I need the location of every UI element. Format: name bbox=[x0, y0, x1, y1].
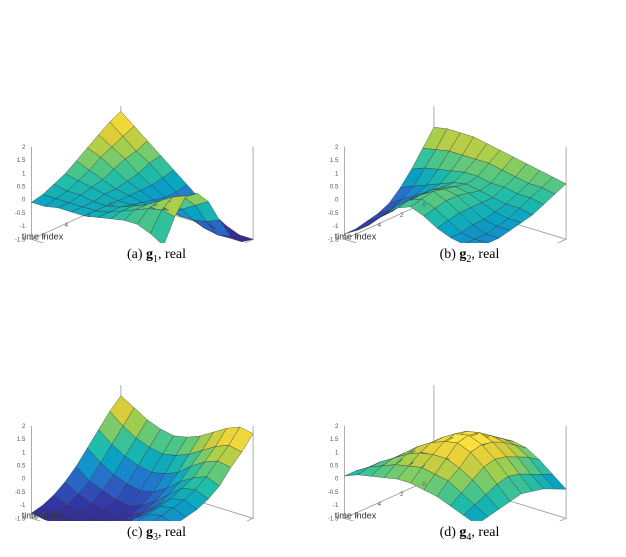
caption-b-prefix: (b) bbox=[440, 247, 460, 262]
svg-text:1: 1 bbox=[22, 170, 26, 177]
svg-text:-0.5: -0.5 bbox=[328, 489, 339, 496]
svg-text:0.5: 0.5 bbox=[17, 462, 26, 469]
svg-text:0.5: 0.5 bbox=[17, 183, 26, 190]
surf-svg: -1.5-1-0.500.511.52024681002468freq. ind… bbox=[4, 4, 309, 243]
svg-text:-0.5: -0.5 bbox=[15, 489, 26, 496]
surf-plot-g1: -1.5-1-0.500.511.52024681002468freq. ind… bbox=[4, 4, 309, 243]
svg-text:-0.5: -0.5 bbox=[328, 210, 339, 217]
svg-text:1: 1 bbox=[22, 449, 26, 456]
caption-a-suffix: , real bbox=[158, 247, 186, 262]
svg-text:1.5: 1.5 bbox=[17, 436, 26, 443]
svg-text:0: 0 bbox=[335, 475, 339, 482]
svg-text:2: 2 bbox=[400, 212, 404, 219]
svg-text:0: 0 bbox=[22, 475, 26, 482]
svg-text:1.5: 1.5 bbox=[330, 436, 339, 443]
svg-text:2: 2 bbox=[400, 491, 404, 498]
svg-text:time index: time index bbox=[335, 510, 377, 520]
svg-text:-1: -1 bbox=[333, 502, 339, 509]
caption-d: (d) g4, real bbox=[440, 521, 500, 553]
caption-a-prefix: (a) bbox=[127, 247, 146, 262]
caption-c-symbol: g bbox=[146, 525, 153, 540]
svg-text:-1: -1 bbox=[20, 223, 26, 230]
svg-text:4: 4 bbox=[65, 501, 69, 508]
svg-text:4: 4 bbox=[65, 222, 69, 229]
svg-text:0: 0 bbox=[109, 202, 113, 209]
surf-svg: -1.5-1-0.500.511.52024681002468freq. ind… bbox=[317, 4, 622, 243]
caption-d-suffix: , real bbox=[471, 525, 499, 540]
svg-text:0.5: 0.5 bbox=[330, 183, 339, 190]
svg-text:0.5: 0.5 bbox=[330, 462, 339, 469]
caption-b-suffix: , real bbox=[471, 247, 499, 262]
surf-svg: -1.5-1-0.500.511.52024681002468freq. ind… bbox=[4, 283, 309, 522]
svg-text:time index: time index bbox=[22, 510, 64, 520]
svg-text:-1: -1 bbox=[333, 223, 339, 230]
svg-text:1: 1 bbox=[335, 170, 339, 177]
surf-plot-g4: -1.5-1-0.500.511.52024681002468freq. ind… bbox=[317, 283, 622, 522]
svg-text:time index: time index bbox=[335, 231, 377, 241]
caption-c-suffix: , real bbox=[158, 525, 186, 540]
svg-text:-1: -1 bbox=[20, 502, 26, 509]
svg-text:0: 0 bbox=[422, 202, 426, 209]
surf-plot-g2: -1.5-1-0.500.511.52024681002468freq. ind… bbox=[317, 4, 622, 243]
svg-text:time index: time index bbox=[22, 231, 64, 241]
cell-a: -1.5-1-0.500.511.52024681002468freq. ind… bbox=[0, 0, 313, 279]
subplot-grid: -1.5-1-0.500.511.52024681002468freq. ind… bbox=[0, 0, 626, 554]
svg-text:2: 2 bbox=[335, 422, 339, 429]
svg-text:0: 0 bbox=[109, 480, 113, 487]
caption-a: (a) g1, real bbox=[127, 243, 186, 275]
caption-a-symbol: g bbox=[146, 247, 153, 262]
cell-d: -1.5-1-0.500.511.52024681002468freq. ind… bbox=[313, 279, 626, 557]
svg-text:2: 2 bbox=[22, 144, 26, 151]
surf-plot-g3: -1.5-1-0.500.511.52024681002468freq. ind… bbox=[4, 283, 309, 522]
svg-text:4: 4 bbox=[378, 222, 382, 229]
svg-text:0: 0 bbox=[335, 197, 339, 204]
caption-c: (c) g3, real bbox=[127, 521, 186, 553]
svg-text:1: 1 bbox=[335, 449, 339, 456]
cell-c: -1.5-1-0.500.511.52024681002468freq. ind… bbox=[0, 279, 313, 557]
svg-text:1.5: 1.5 bbox=[330, 157, 339, 164]
svg-text:-0.5: -0.5 bbox=[15, 210, 26, 217]
svg-text:4: 4 bbox=[378, 501, 382, 508]
caption-c-prefix: (c) bbox=[127, 525, 146, 540]
svg-text:2: 2 bbox=[335, 144, 339, 151]
cell-b: -1.5-1-0.500.511.52024681002468freq. ind… bbox=[313, 0, 626, 279]
caption-d-prefix: (d) bbox=[440, 525, 460, 540]
caption-b: (b) g2, real bbox=[440, 243, 500, 275]
surf-svg: -1.5-1-0.500.511.52024681002468freq. ind… bbox=[317, 283, 622, 522]
svg-text:0: 0 bbox=[22, 197, 26, 204]
svg-text:0: 0 bbox=[422, 480, 426, 487]
svg-text:1.5: 1.5 bbox=[17, 157, 26, 164]
svg-text:2: 2 bbox=[22, 422, 26, 429]
